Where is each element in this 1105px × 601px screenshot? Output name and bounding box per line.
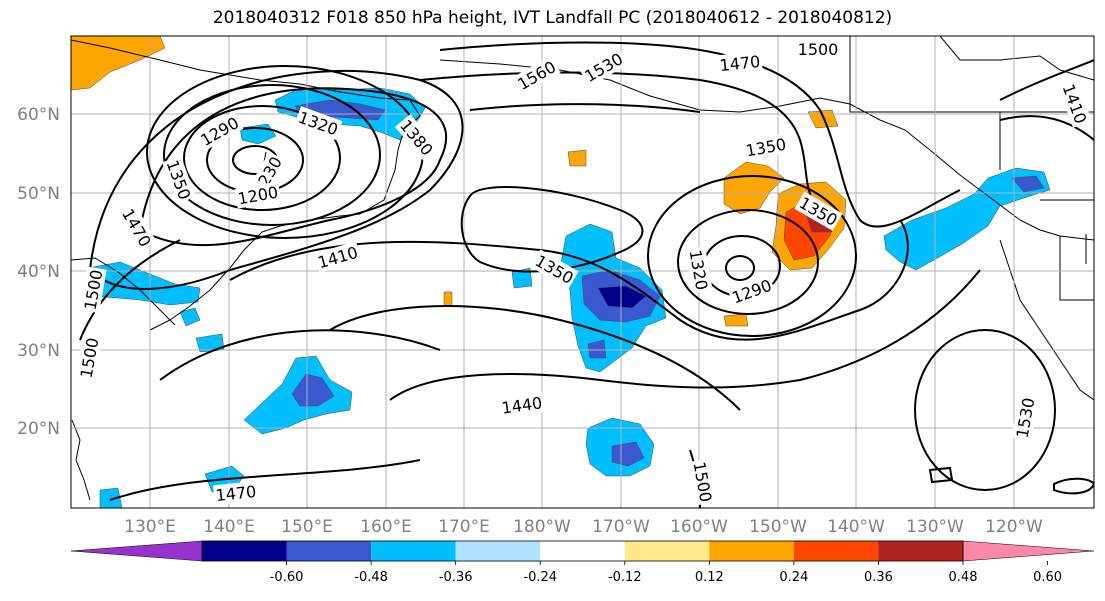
longitude-label: 170°W [592,517,650,537]
contour-label-background [117,203,157,252]
latitude-label: 30°N [17,341,60,361]
negative-anomaly-area [587,339,607,359]
colorbar-segment [878,541,963,561]
contour-label-background [212,480,259,506]
negative-anomaly-area [611,441,645,467]
contour-label-text: 1470 [215,482,257,505]
negative-anomaly-area [99,487,123,508]
colorbar-min-extension [70,540,203,562]
colorbar-segment [371,541,456,561]
contour-label-background [313,241,362,273]
contour-label: 1470 [716,50,763,76]
contour-label-text: 1500 [798,40,839,59]
longitude-label: 150°W [749,517,807,537]
contour-label-background [1058,79,1092,128]
colorbar-segment [793,541,879,561]
latitude-label: 20°N [17,419,60,439]
contour-label-background [498,392,546,418]
colorbar-segment [709,541,794,561]
positive-anomaly-area [723,313,749,327]
colorbar-tick-label: 0.12 [695,570,724,585]
contour-label: 1500 [796,39,840,59]
colorbar-tick-label: 0.48 [949,570,978,585]
contour-label-background [512,55,561,95]
longitude-axis: 130°E 140°E 150°E 160°E 170°E 180°W 170°W 160°W… [124,517,1043,537]
colorbar-tick-label: -0.60 [270,570,304,585]
colorbar-segment [624,541,710,561]
colorbar-segment [286,541,372,561]
colorbar-tick-label: 0.24 [779,570,808,585]
contour-label-text: 1470 [719,52,761,75]
contour-label: 1440 [498,392,546,418]
contour-label-background [79,266,107,314]
longitude-label: 170°E [438,517,490,537]
longitude-label: 120°W [985,517,1043,537]
latitude-label: 40°N [17,262,60,282]
contour-label: 1200 [234,181,282,209]
longitude-label: 160°W [670,517,728,537]
positive-anomaly-area [71,36,166,91]
map-title: 2018040312 F018 850 hPa height, IVT Land… [212,8,893,28]
plot-frame [70,35,1095,509]
colorbar-segment [455,541,541,561]
negative-anomaly-area [1011,175,1045,193]
colorbar-tick-label: -0.48 [354,570,388,585]
longitude-label: 130°W [906,517,964,537]
longitude-label: 140°W [827,517,885,537]
negative-anomaly-area [291,373,335,407]
contour-label-background [75,334,103,382]
colorbar-tick-label: -0.24 [523,570,557,585]
colorbar-tick-label: 0.36 [864,570,893,585]
contour-label-background [689,458,717,506]
colorbar-tick-label: -0.12 [608,570,642,585]
contour-label-background [794,191,843,231]
negative-anomaly-area [511,267,533,289]
contour-label-background [1011,394,1039,442]
contour-label-background [195,111,244,151]
colorbar-segment [540,541,625,561]
positive-anomaly-area [567,149,587,167]
colorbar-segment [202,541,287,561]
contour-label-background [530,249,579,289]
latitude-label: 50°N [17,184,60,204]
positive-anomaly-area [443,291,453,307]
longitude-label: 140°E [203,517,255,537]
colorbar-tick-label: -0.36 [439,570,473,585]
longitude-label: 180°W [513,517,571,537]
colorbar-frame [201,540,964,562]
contour-label-background [294,106,343,140]
latitude-axis: 60°N 50°N 40°N 30°N 20°N [17,105,60,439]
colorbar: -0.60 -0.48 -0.36 -0.24 -0.12 0.12 0.24 0.36 0.4… [70,540,1095,585]
contour-label-background [716,50,763,76]
contour-label-background [394,114,439,161]
contour-label-background [162,155,196,204]
contour-label-background [796,39,840,59]
contour-label-background [234,181,282,209]
contour-label-background [685,246,713,294]
longitude-label: 160°E [360,517,412,537]
contour-label-background [579,47,628,87]
positive-anomaly-area [723,161,785,215]
longitude-label: 130°E [124,517,176,537]
contour-label: 1530 [1011,394,1039,442]
contour-label-background [742,133,790,161]
negative-anomaly-area [87,261,201,306]
colorbar-tick-label: 0.60 [1033,570,1062,585]
colorbar-max-extension [962,540,1095,562]
latitude-label: 60°N [17,105,60,125]
contour-label-background [727,274,776,308]
longitude-label: 150°E [281,517,333,537]
negative-anomaly-area [179,307,201,327]
contour-label: 1470 [212,480,259,506]
